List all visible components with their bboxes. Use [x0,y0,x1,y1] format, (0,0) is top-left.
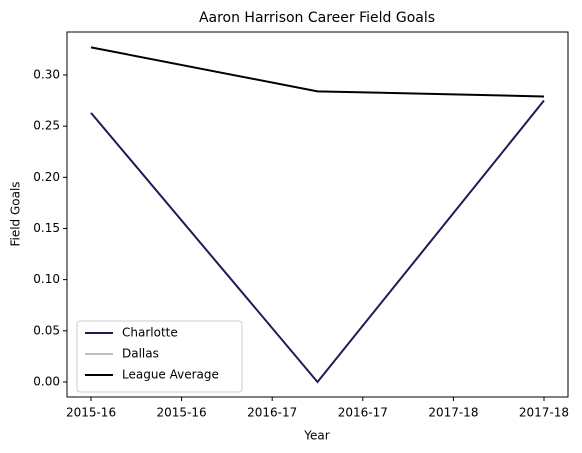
x-tick-label: 2016-17 [247,406,297,420]
y-tick-label: 0.15 [33,221,60,235]
series-line [90,46,545,98]
legend-box [76,320,243,393]
y-axis-label: Field Goals [9,181,23,246]
plot-frame [66,31,569,398]
y-tick-label: 0.10 [33,272,60,286]
x-axis-label: Year [303,429,329,443]
chart-title: Aaron Harrison Career Field Goals [199,10,435,26]
y-tick-label: 0.20 [33,170,60,184]
y-tick-label: 0.05 [33,323,60,337]
legend-label: League Average [122,368,219,382]
x-tick-label: 2016-17 [338,406,388,420]
x-tick-label: 2017-18 [428,406,478,420]
y-tick-label: 0.00 [33,374,60,388]
series-line [90,99,545,384]
legend-label: Charlotte [122,326,178,340]
y-tick-label: 0.30 [33,67,60,81]
legend-label: Dallas [122,347,159,361]
x-tick-label: 2015-16 [157,406,207,420]
x-tick-label: 2015-16 [66,406,116,420]
y-tick-label: 0.25 [33,119,60,133]
x-tick-label: 2017-18 [519,406,569,420]
